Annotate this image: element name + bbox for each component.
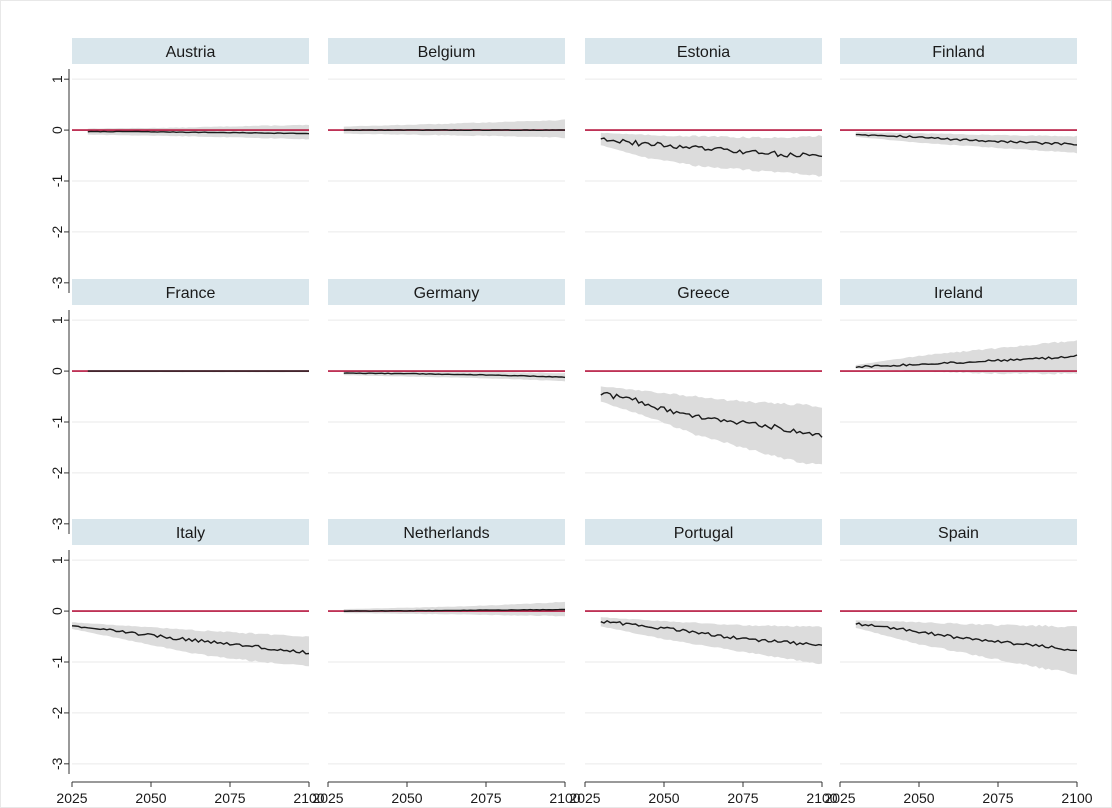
series-line bbox=[855, 133, 1078, 146]
y-tick-label: 0 bbox=[49, 126, 65, 134]
panel-title: Netherlands bbox=[403, 525, 489, 542]
y-tick-label: -3 bbox=[49, 757, 65, 770]
confidence-band bbox=[855, 620, 1077, 675]
panel-germany: Germany bbox=[328, 279, 566, 525]
x-tick-label: 2025 bbox=[56, 790, 87, 806]
panel-title: France bbox=[166, 285, 216, 302]
confidence-band bbox=[600, 386, 822, 465]
confidence-band bbox=[72, 622, 309, 667]
panel-strip bbox=[840, 38, 1077, 64]
series-line bbox=[343, 129, 566, 132]
x-tick-label: 2025 bbox=[569, 790, 600, 806]
panel-title: Finland bbox=[932, 44, 984, 61]
y-tick-label: -1 bbox=[49, 416, 65, 429]
series-line bbox=[71, 625, 310, 655]
series-line bbox=[343, 608, 566, 612]
x-tick-label: 2025 bbox=[824, 790, 855, 806]
series-line bbox=[855, 354, 1078, 369]
panel-title: Spain bbox=[938, 525, 979, 542]
panel-title: Germany bbox=[414, 285, 480, 302]
panel-title: Belgium bbox=[418, 44, 476, 61]
panel-portugal: Portugal 2025 2050 2075 2100 bbox=[569, 519, 838, 806]
series-line bbox=[600, 137, 823, 158]
x-tick-label: 2100 bbox=[1061, 790, 1092, 806]
series-line bbox=[87, 130, 310, 135]
x-tick-label: 2050 bbox=[391, 790, 422, 806]
x-tick-label: 2100 bbox=[549, 790, 580, 806]
panel-netherlands: Netherlands 2025 2050 2075 2100 bbox=[312, 519, 581, 806]
panel-italy: Italy 1 0 -1 -2 -3 2025 2050 2075 2100 bbox=[49, 519, 325, 806]
x-tick-label: 2075 bbox=[214, 790, 245, 806]
x-tick-label: 2100 bbox=[293, 790, 324, 806]
panel-greece: Greece bbox=[585, 279, 823, 525]
confidence-band bbox=[343, 119, 565, 139]
panel-title: Greece bbox=[677, 285, 730, 302]
panel-spain: Spain 2025 2050 2075 2100 bbox=[824, 519, 1093, 806]
confidence-band bbox=[343, 601, 565, 617]
y-tick-label: 0 bbox=[49, 367, 65, 375]
confidence-band bbox=[855, 340, 1077, 375]
y-tick-label: 1 bbox=[49, 75, 65, 83]
panel-strip bbox=[585, 38, 822, 64]
panel-title: Portugal bbox=[674, 525, 734, 542]
x-tick-label: 2050 bbox=[903, 790, 934, 806]
panel-strip bbox=[72, 519, 309, 545]
series-line bbox=[600, 391, 823, 438]
panel-strip bbox=[328, 519, 565, 545]
panel-strip bbox=[585, 279, 822, 305]
panel-strip bbox=[585, 519, 822, 545]
y-tick-label: -3 bbox=[49, 517, 65, 530]
y-tick-label: 1 bbox=[49, 316, 65, 324]
y-tick-label: -3 bbox=[49, 276, 65, 289]
panel-ireland: Ireland bbox=[840, 279, 1078, 525]
x-tick-label: 2075 bbox=[982, 790, 1013, 806]
x-tick-label: 2075 bbox=[470, 790, 501, 806]
y-tick-label: -1 bbox=[49, 656, 65, 669]
panel-strip bbox=[840, 279, 1077, 305]
x-tick-label: 2100 bbox=[806, 790, 837, 806]
panel-strip bbox=[72, 279, 309, 305]
series-line bbox=[855, 622, 1078, 652]
y-tick-label: -2 bbox=[49, 466, 65, 479]
panel-finland: Finland bbox=[840, 38, 1078, 284]
panel-strip bbox=[72, 38, 309, 64]
x-tick-label: 2050 bbox=[648, 790, 679, 806]
series-line bbox=[600, 619, 823, 647]
panel-strip bbox=[840, 519, 1077, 545]
y-tick-label: 1 bbox=[49, 556, 65, 564]
panel-title: Italy bbox=[176, 525, 205, 542]
y-tick-label: -2 bbox=[49, 706, 65, 719]
panel-title: Ireland bbox=[934, 285, 983, 302]
confidence-band bbox=[855, 132, 1077, 154]
panel-strip bbox=[328, 279, 565, 305]
x-tick-label: 2025 bbox=[312, 790, 343, 806]
y-tick-label: 0 bbox=[49, 607, 65, 615]
y-tick-label: -2 bbox=[49, 225, 65, 238]
x-tick-label: 2050 bbox=[135, 790, 166, 806]
x-tick-label: 2075 bbox=[727, 790, 758, 806]
series-line bbox=[343, 372, 566, 379]
panel-estonia: Estonia bbox=[585, 38, 823, 284]
panel-title: Austria bbox=[166, 44, 216, 61]
panel-title: Estonia bbox=[677, 44, 730, 61]
panel-strip bbox=[328, 38, 565, 64]
y-tick-label: -1 bbox=[49, 175, 65, 188]
